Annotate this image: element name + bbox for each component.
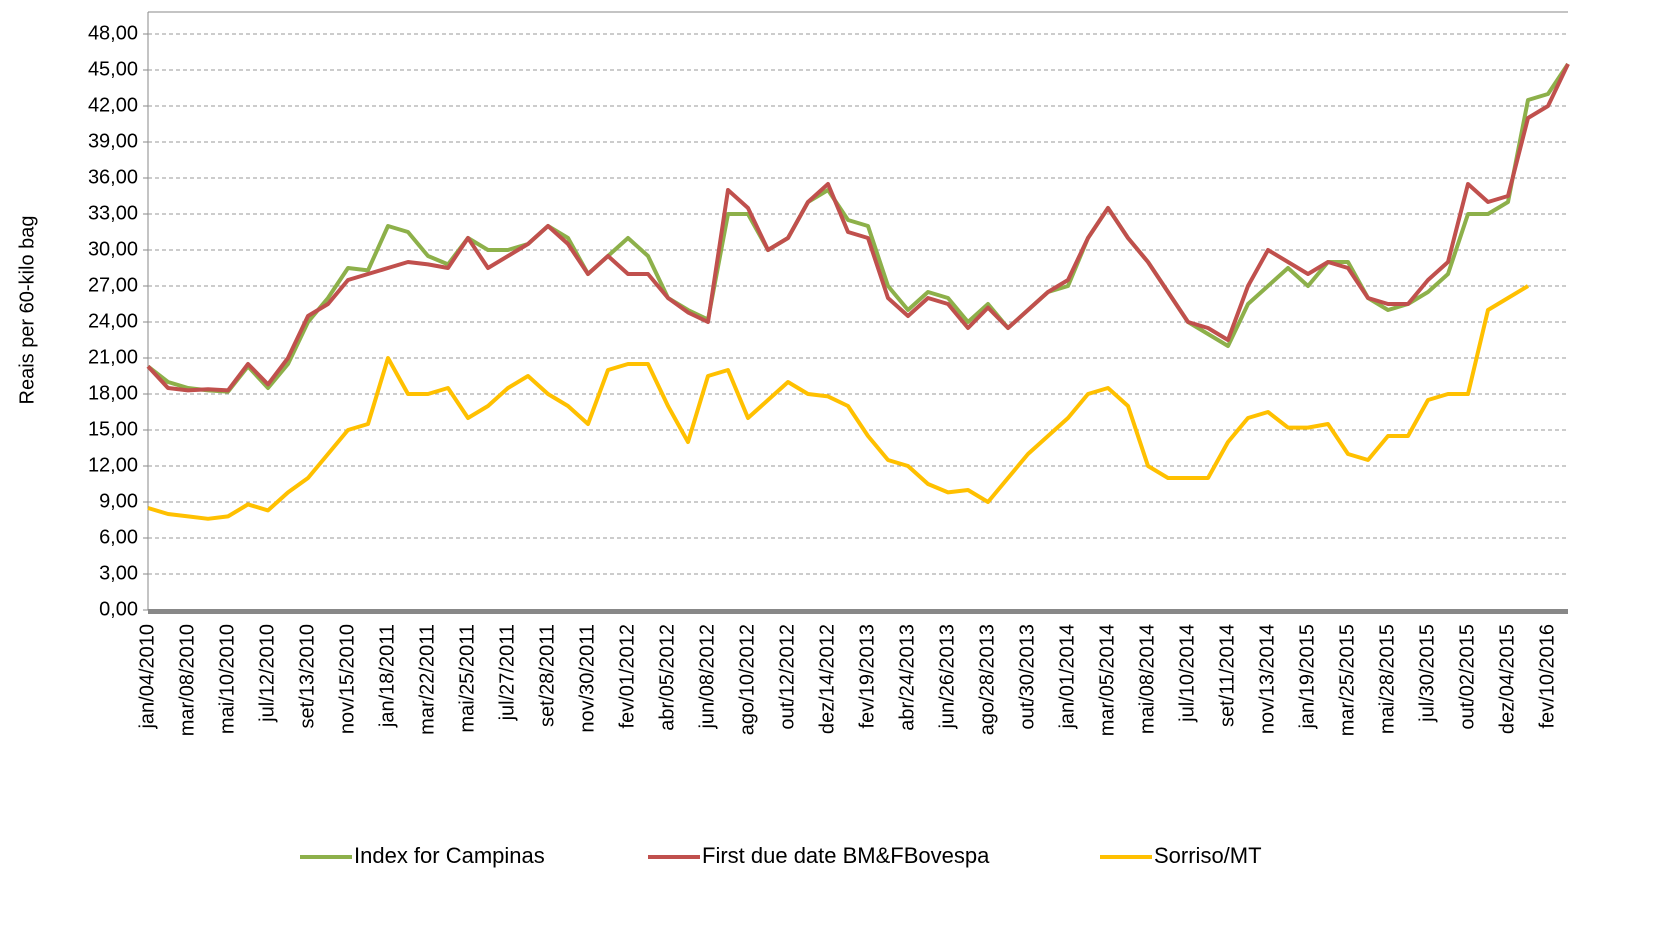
- y-tick-label: 36,00: [88, 166, 138, 188]
- y-tick-label: 18,00: [88, 382, 138, 404]
- x-tick-label: fev/01/2012: [616, 624, 638, 729]
- x-tick-label: mai/10/2010: [216, 624, 238, 734]
- x-tick-label: jan/18/2011: [376, 624, 398, 728]
- x-tick-label: nov/13/2014: [1256, 624, 1278, 734]
- y-tick-label: 39,00: [88, 130, 138, 152]
- y-tick-label: 3,00: [99, 562, 138, 584]
- x-tick-label: dez/14/2012: [816, 624, 838, 734]
- x-tick-label: set/11/2014: [1216, 624, 1238, 727]
- legend-label: Index for Campinas: [354, 843, 545, 868]
- line-series: [146, 62, 1570, 394]
- x-tick-label: nov/30/2011: [576, 624, 598, 733]
- y-tick-label: 6,00: [99, 526, 138, 548]
- y-tick-label: 30,00: [88, 238, 138, 260]
- x-tick-label: fev/10/2016: [1536, 624, 1558, 729]
- x-tick-label: dez/04/2015: [1496, 624, 1518, 734]
- y-tick-label: 21,00: [88, 346, 138, 368]
- x-tick-label: mar/05/2014: [1096, 624, 1118, 736]
- x-tick-label: mai/28/2015: [1376, 624, 1398, 734]
- x-tick-label: mar/25/2015: [1336, 624, 1358, 736]
- line-series: [147, 284, 1530, 521]
- x-tick-label: mai/25/2011: [456, 624, 478, 733]
- y-tick-label: 48,00: [88, 22, 138, 44]
- x-tick-label: abr/24/2013: [896, 624, 918, 731]
- x-tick-label: out/02/2015: [1456, 624, 1478, 730]
- x-tick-label: jul/30/2015: [1416, 624, 1438, 723]
- x-tick-label: set/28/2011: [536, 624, 558, 727]
- x-tick-label: set/13/2010: [296, 624, 318, 729]
- y-tick-label: 33,00: [88, 202, 138, 224]
- y-tick-label: 45,00: [88, 58, 138, 80]
- legend-label: Sorriso/MT: [1154, 843, 1262, 868]
- y-tick-label: 0,00: [99, 598, 138, 620]
- x-tick-label: ago/28/2013: [976, 624, 998, 735]
- x-tick-label: jul/12/2010: [256, 624, 278, 723]
- y-tick-label: 15,00: [88, 418, 138, 440]
- x-tick-label: mar/08/2010: [176, 624, 198, 736]
- x-tick-label: jan/04/2010: [136, 624, 158, 730]
- x-tick-label: jul/27/2011: [496, 624, 518, 721]
- x-tick-label: jun/26/2013: [936, 624, 958, 730]
- legend-label: First due date BM&FBovespa: [702, 843, 990, 868]
- x-tick-label: abr/05/2012: [656, 624, 678, 731]
- x-tick-label: ago/10/2012: [736, 624, 758, 735]
- x-tick-label: mar/22/2011: [416, 624, 438, 735]
- x-tick-label: jan/01/2014: [1056, 624, 1078, 730]
- x-tick-label: fev/19/2013: [856, 624, 878, 729]
- line-series: [146, 63, 1570, 393]
- x-tick-label: jan/19/2015: [1296, 624, 1318, 730]
- y-axis-label: Reais per 60-kilo bag: [16, 216, 38, 405]
- x-tick-label: jun/08/2012: [696, 624, 718, 730]
- x-tick-label: mai/08/2014: [1136, 624, 1158, 734]
- x-tick-label: jul/10/2014: [1176, 624, 1198, 723]
- y-tick-label: 24,00: [88, 310, 138, 332]
- y-tick-label: 12,00: [88, 454, 138, 476]
- x-tick-label: nov/15/2010: [336, 624, 358, 734]
- y-tick-label: 27,00: [88, 274, 138, 296]
- x-axis: [148, 609, 1568, 614]
- x-tick-label: out/12/2012: [776, 624, 798, 730]
- x-tick-label: out/30/2013: [1016, 624, 1038, 730]
- y-tick-label: 42,00: [88, 94, 138, 116]
- y-tick-label: 9,00: [99, 490, 138, 512]
